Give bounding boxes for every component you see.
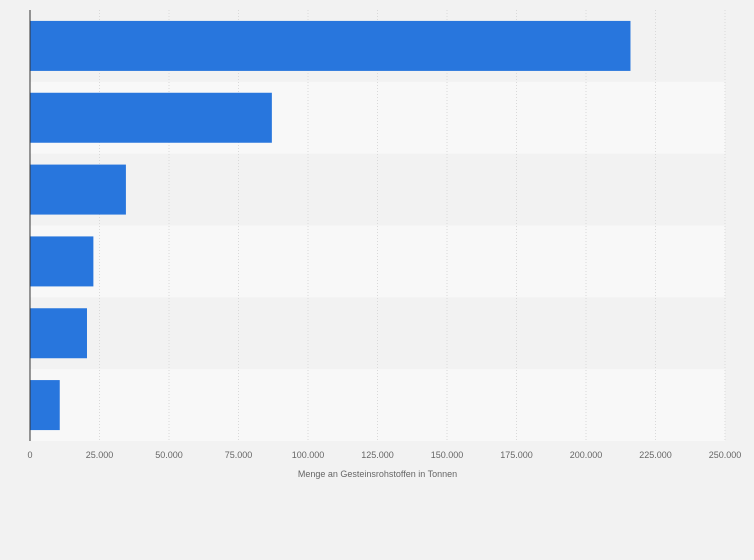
x-tick-label: 100.000 — [292, 450, 325, 460]
x-tick-label: 150.000 — [431, 450, 464, 460]
x-tick-label: 250.000 — [709, 450, 742, 460]
row-band — [30, 297, 725, 370]
x-tick-label: 125.000 — [361, 450, 394, 460]
bar — [30, 164, 126, 215]
x-tick-label: 0 — [27, 450, 32, 460]
x-tick-label: 225.000 — [639, 450, 672, 460]
row-bands — [30, 10, 725, 441]
bar — [30, 236, 94, 287]
x-axis-label: Menge an Gesteinsrohstoffen in Tonnen — [298, 469, 457, 479]
x-tick-label: 175.000 — [500, 450, 533, 460]
x-tick-label: 200.000 — [570, 450, 603, 460]
bar — [30, 20, 631, 71]
x-tick-label: 50.000 — [155, 450, 183, 460]
row-band — [30, 369, 725, 441]
bars — [30, 20, 631, 431]
bar — [30, 380, 60, 431]
bar — [30, 308, 87, 359]
x-tick-label: 25.000 — [86, 450, 114, 460]
row-band — [30, 225, 725, 298]
bar — [30, 92, 272, 143]
x-tick-labels: 0 25.000 50.000 75.000 100.000 125.000 150.000… — [27, 450, 741, 460]
x-tick-label: 75.000 — [225, 450, 253, 460]
row-band — [30, 153, 725, 226]
